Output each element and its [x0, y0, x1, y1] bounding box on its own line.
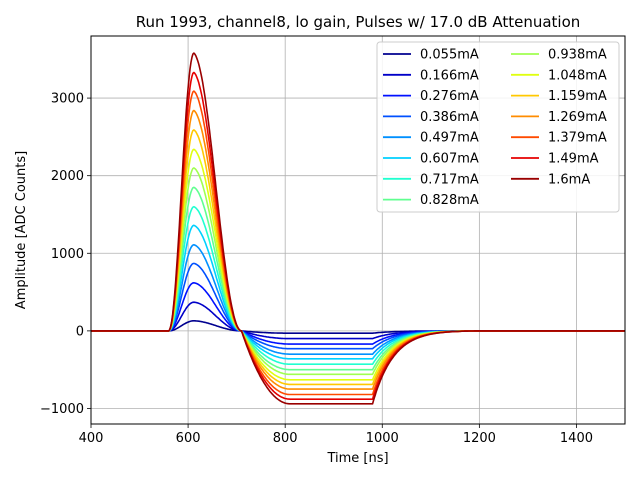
x-tick-label: 400: [79, 431, 104, 446]
legend-label: 0.055mA: [420, 48, 479, 63]
y-tick-label: 0: [76, 324, 84, 339]
legend-label: 0.386mA: [420, 110, 479, 125]
x-axis: 400 600 800 1000 1200 1400: [79, 424, 593, 446]
legend-label: 1.048mA: [548, 68, 607, 83]
x-tick-label: 1400: [560, 431, 593, 446]
y-tick-label: 3000: [51, 92, 84, 107]
series-line-3: [91, 262, 625, 350]
chart-title: Run 1993, channel8, lo gain, Pulses w/ 1…: [136, 13, 581, 31]
x-tick-label: 1200: [463, 431, 496, 446]
plot-frame: [90, 35, 626, 425]
legend-label: 1.159mA: [548, 89, 607, 104]
series-line-14: [91, 52, 625, 405]
x-tick-label: 1000: [366, 431, 399, 446]
y-tick-label: 1000: [51, 247, 84, 262]
legend-label: 0.607mA: [420, 152, 479, 167]
legend-label: 0.717mA: [420, 172, 479, 187]
legend-label: 0.938mA: [548, 48, 607, 63]
legend-box: [376, 41, 620, 213]
legend-label: 0.497mA: [420, 131, 479, 146]
series-line-4: [91, 243, 625, 355]
legend-label: 1.6mA: [548, 172, 590, 187]
y-tick-label: 2000: [51, 169, 84, 184]
y-tick-label: −1000: [40, 402, 84, 417]
series-line-2: [91, 282, 625, 345]
series-layer: [91, 52, 625, 405]
legend-label: 0.166mA: [420, 68, 479, 83]
series-line-7: [91, 186, 625, 371]
legend-label: 0.828mA: [420, 193, 479, 208]
legend-label: 1.49mA: [548, 152, 599, 167]
legend-label: 1.379mA: [548, 131, 607, 146]
legend-label: 0.276mA: [420, 89, 479, 104]
series-line-6: [91, 205, 625, 365]
x-tick-label: 600: [176, 431, 201, 446]
legend: 0.055mA 0.166mA 0.276mA 0.386mA 0.497mA 0.607…: [376, 41, 620, 213]
x-tick-label: 800: [273, 431, 298, 446]
x-axis-title: Time [ns]: [326, 451, 388, 466]
y-axis-title: Amplitude [ADC Counts]: [14, 151, 29, 309]
legend-label: 1.269mA: [548, 110, 607, 125]
y-axis: −1000 0 1000 2000 3000: [40, 92, 91, 417]
